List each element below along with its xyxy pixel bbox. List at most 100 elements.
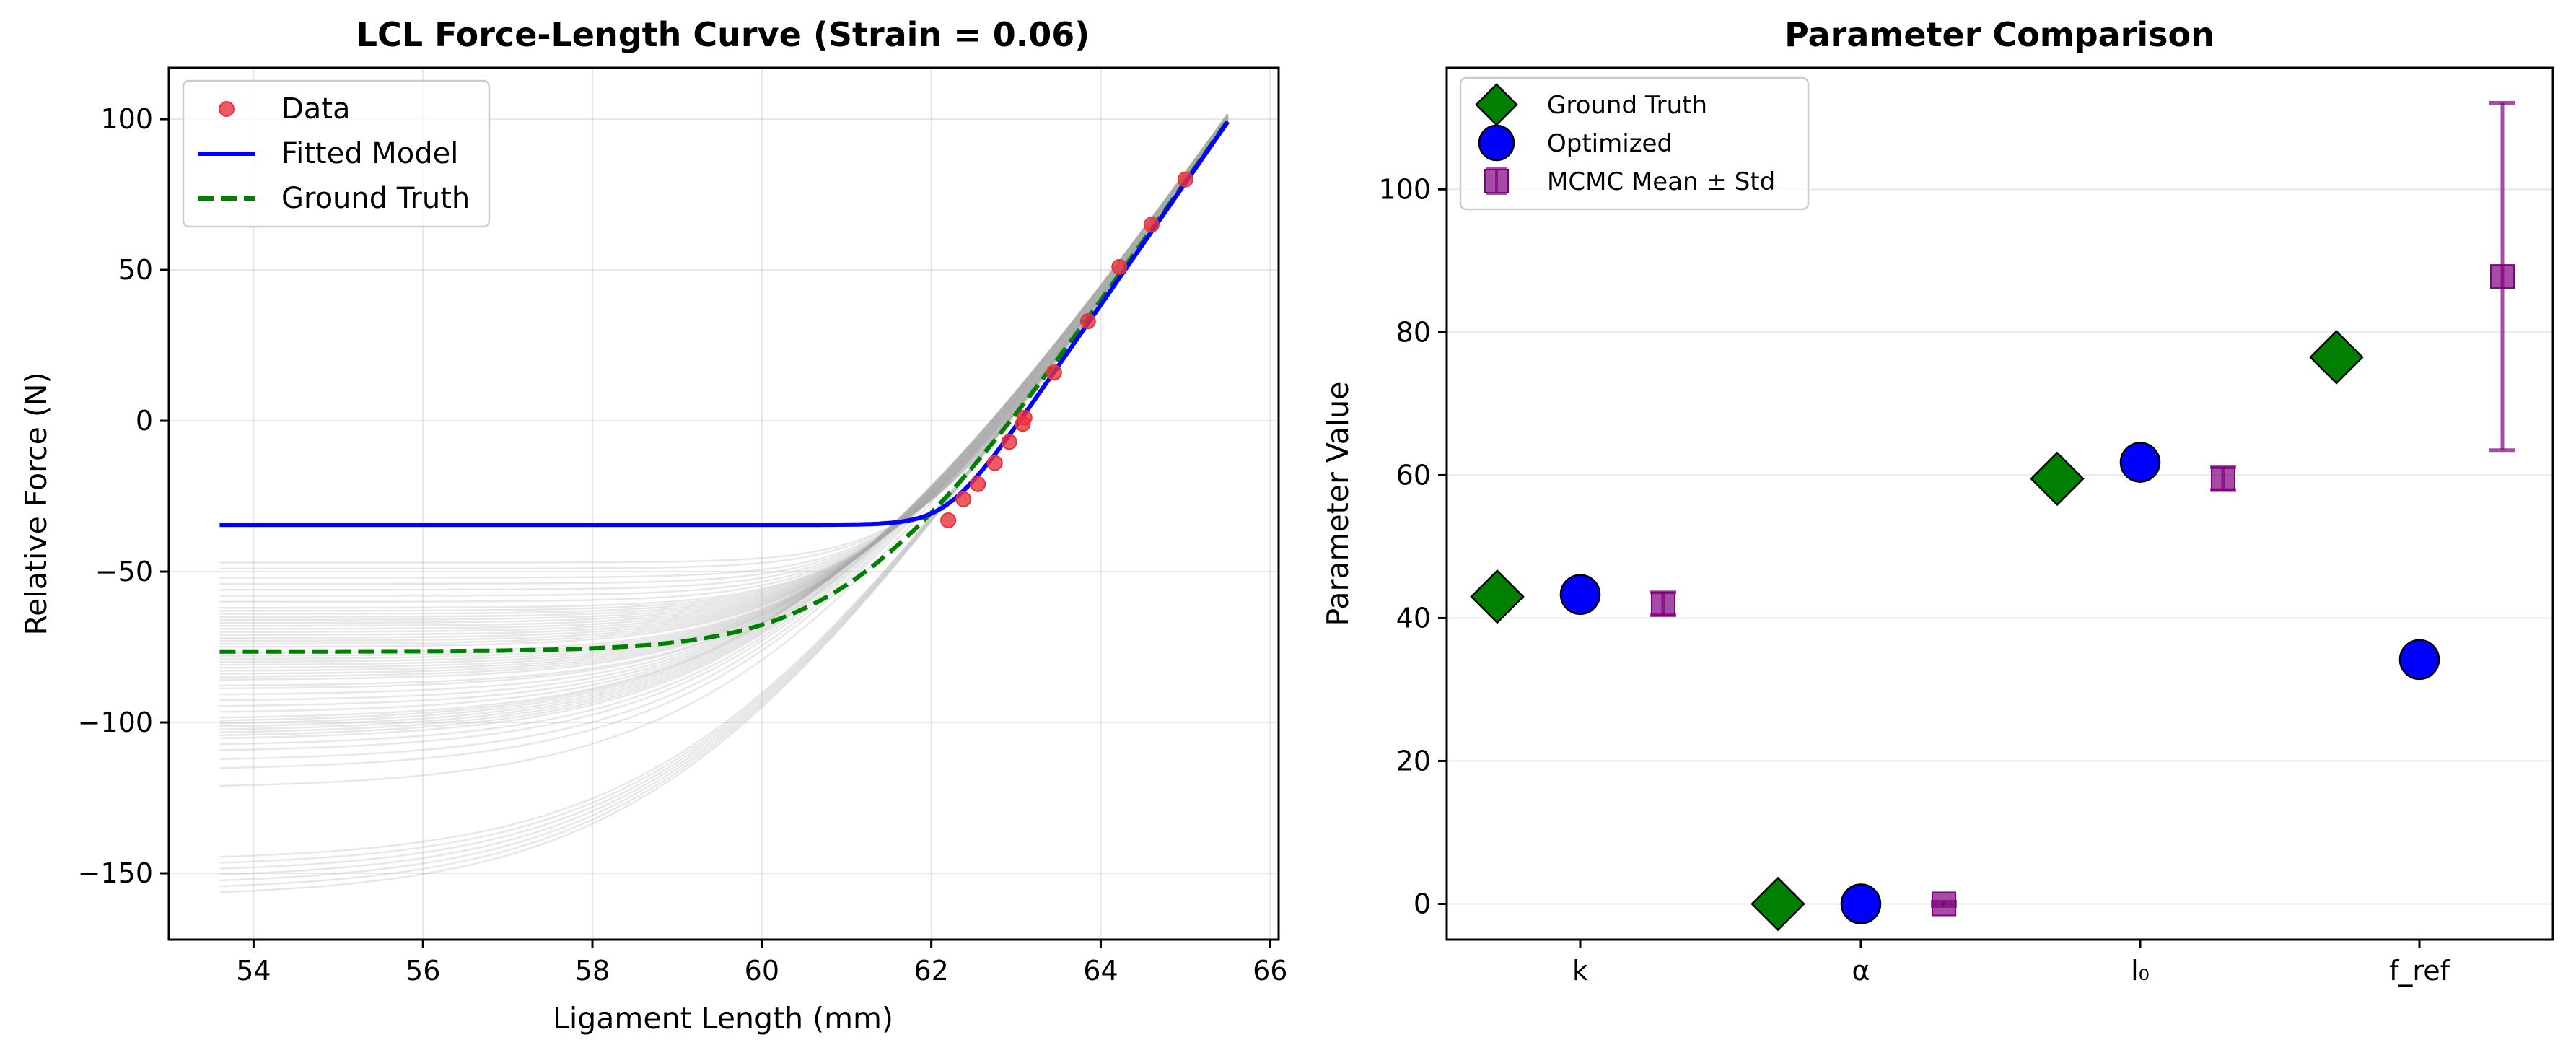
legend-ground-truth-label: Ground Truth [1547, 91, 1707, 120]
mcmc-sample-curve [219, 118, 1229, 630]
left-y-tick-label: −50 [95, 556, 153, 587]
left-legend: Data Fitted Model Ground Truth [182, 79, 491, 228]
mcmc-sample-curve [219, 115, 1229, 687]
right-y-tick-label: 80 [1396, 316, 1431, 348]
mcmc-mean-marker [1932, 891, 1956, 917]
right-y-tick-label: 20 [1396, 745, 1431, 777]
mcmc-sample-curve [219, 114, 1229, 707]
mcmc-sample-curve [219, 119, 1229, 624]
mcmc-sample-curve [219, 113, 1229, 722]
right-x-tick-label: l₀ [2131, 955, 2150, 987]
left-gridlines [169, 68, 1279, 940]
left-y-axis-label: Relative Force (N) [19, 372, 53, 636]
mcmc-sample-curve [219, 113, 1229, 730]
data-point [1016, 409, 1033, 426]
right-axes-frame [1445, 66, 2554, 941]
right-y-tick-label: 40 [1396, 602, 1431, 634]
legend-optimized-label: Optimized [1547, 129, 1673, 158]
mcmc-sample-curve [219, 113, 1229, 725]
mcmc-sample-curve [219, 114, 1229, 740]
mcmc-sample-curve [219, 115, 1229, 769]
mcmc-sample-curve [219, 117, 1229, 870]
left-y-tick-label: 0 [136, 405, 153, 437]
data-point [1177, 171, 1193, 188]
left-x-tick-label: 64 [1083, 955, 1118, 987]
mcmc-sample-curve [219, 117, 1229, 864]
right-y-axis-label: Parameter Value [1320, 382, 1355, 626]
mcmc-sample-curve [219, 115, 1229, 761]
right-x-tick-label: k [1572, 955, 1588, 987]
mcmc-mean-marker [1651, 591, 1675, 616]
mcmc-sample-curve [219, 117, 1229, 669]
mcmc-sample-curve [219, 118, 1229, 648]
right-chart-title: Parameter Comparison [1784, 15, 2214, 54]
mcmc-sample-curve [219, 113, 1229, 719]
mcmc-sample-curve [219, 115, 1229, 787]
mcmc-sample-curve [219, 116, 1229, 681]
right-axis-ticks: 0 20 40 60 80 100 k α l₀ f_ref [1378, 173, 2450, 987]
mcmc-sample-curve [219, 114, 1229, 751]
left-y-tick-label: 100 [100, 103, 153, 135]
mcmc-sample-curve [219, 113, 1229, 727]
mcmc-sample-curve [219, 117, 1229, 663]
mcmc-sample-curve [219, 119, 1229, 627]
mcmc-sample-curve [219, 113, 1229, 737]
right-x-tick-label: α [1852, 955, 1870, 987]
optimized-marker [1840, 883, 1882, 924]
left-x-tick-label: 56 [406, 955, 440, 987]
mcmc-sample-curve [219, 115, 1229, 701]
mcmc-sample-curve [219, 116, 1229, 678]
left-x-tick-label: 62 [914, 955, 948, 987]
left-y-tick-label: −100 [78, 707, 153, 738]
mcmc-sample-curve [219, 118, 1229, 876]
fitted-model-curve [219, 120, 1230, 528]
mcmc-sample-curve [219, 118, 1229, 633]
left-y-tick-label: −150 [78, 857, 153, 889]
mcmc-sample-curve [219, 118, 1229, 636]
ground-truth-marker [1470, 569, 1525, 624]
data-point [1079, 313, 1096, 330]
optimized-marker [2119, 442, 2161, 483]
optimized-marker [1559, 574, 1601, 616]
mcmc-sample-curve [219, 118, 1229, 657]
left-series-group [219, 119, 1230, 654]
mcmc-sample-curve [219, 118, 1229, 882]
mcmc-sample-curve [219, 118, 1229, 642]
legend-fitted-label: Fitted Model [281, 137, 458, 170]
mcmc-sample-curve [219, 117, 1229, 666]
left-x-tick-label: 58 [575, 955, 610, 987]
data-point [986, 455, 1003, 471]
left-chart-title: LCL Force-Length Curve (Strain = 0.06) [356, 15, 1090, 54]
mcmc-sample-curve [219, 119, 1229, 612]
mcmc-sample-curve [219, 117, 1229, 660]
data-point [1143, 217, 1160, 233]
mcmc-sample-curve [219, 115, 1229, 696]
ground-truth-marker [2030, 451, 2085, 507]
ground-truth-curve [219, 119, 1230, 654]
right-x-tick-label: f_ref [2389, 955, 2451, 987]
right-legend: Ground Truth Optimized MCMC Mean ± Std [1459, 76, 1810, 211]
mcmc-sample-curve [219, 118, 1229, 639]
right-y-tick-label: 60 [1396, 459, 1431, 491]
left-x-axis-label: Ligament Length (mm) [553, 1001, 893, 1036]
right-legend-box [1459, 76, 1810, 211]
mcmc-sample-curve [219, 114, 1229, 713]
mcmc-sample-curve [219, 117, 1229, 858]
left-axes-frame [167, 66, 1280, 941]
data-point [955, 491, 972, 507]
left-x-tick-label: 66 [1253, 955, 1287, 987]
legend-mcmc-label: MCMC Mean ± Std [1547, 167, 1775, 196]
right-y-tick-label: 0 [1414, 888, 1431, 919]
mcmc-sample-curve [219, 119, 1229, 621]
legend-data-marker [219, 101, 235, 117]
legend-mcmc-marker [1484, 169, 1509, 193]
mcmc-sample-curve [219, 113, 1229, 733]
mcmc-sample-curve [219, 114, 1229, 746]
legend-optimized-marker [1478, 124, 1515, 162]
left-x-tick-label: 60 [745, 955, 779, 987]
left-axis-ticks: 54 56 58 60 62 64 66 100 50 0 −50 −100 −150 [78, 103, 1288, 987]
legend-data-label: Data [281, 92, 351, 126]
data-point [1111, 258, 1128, 275]
ground-truth-marker [2309, 330, 2364, 385]
